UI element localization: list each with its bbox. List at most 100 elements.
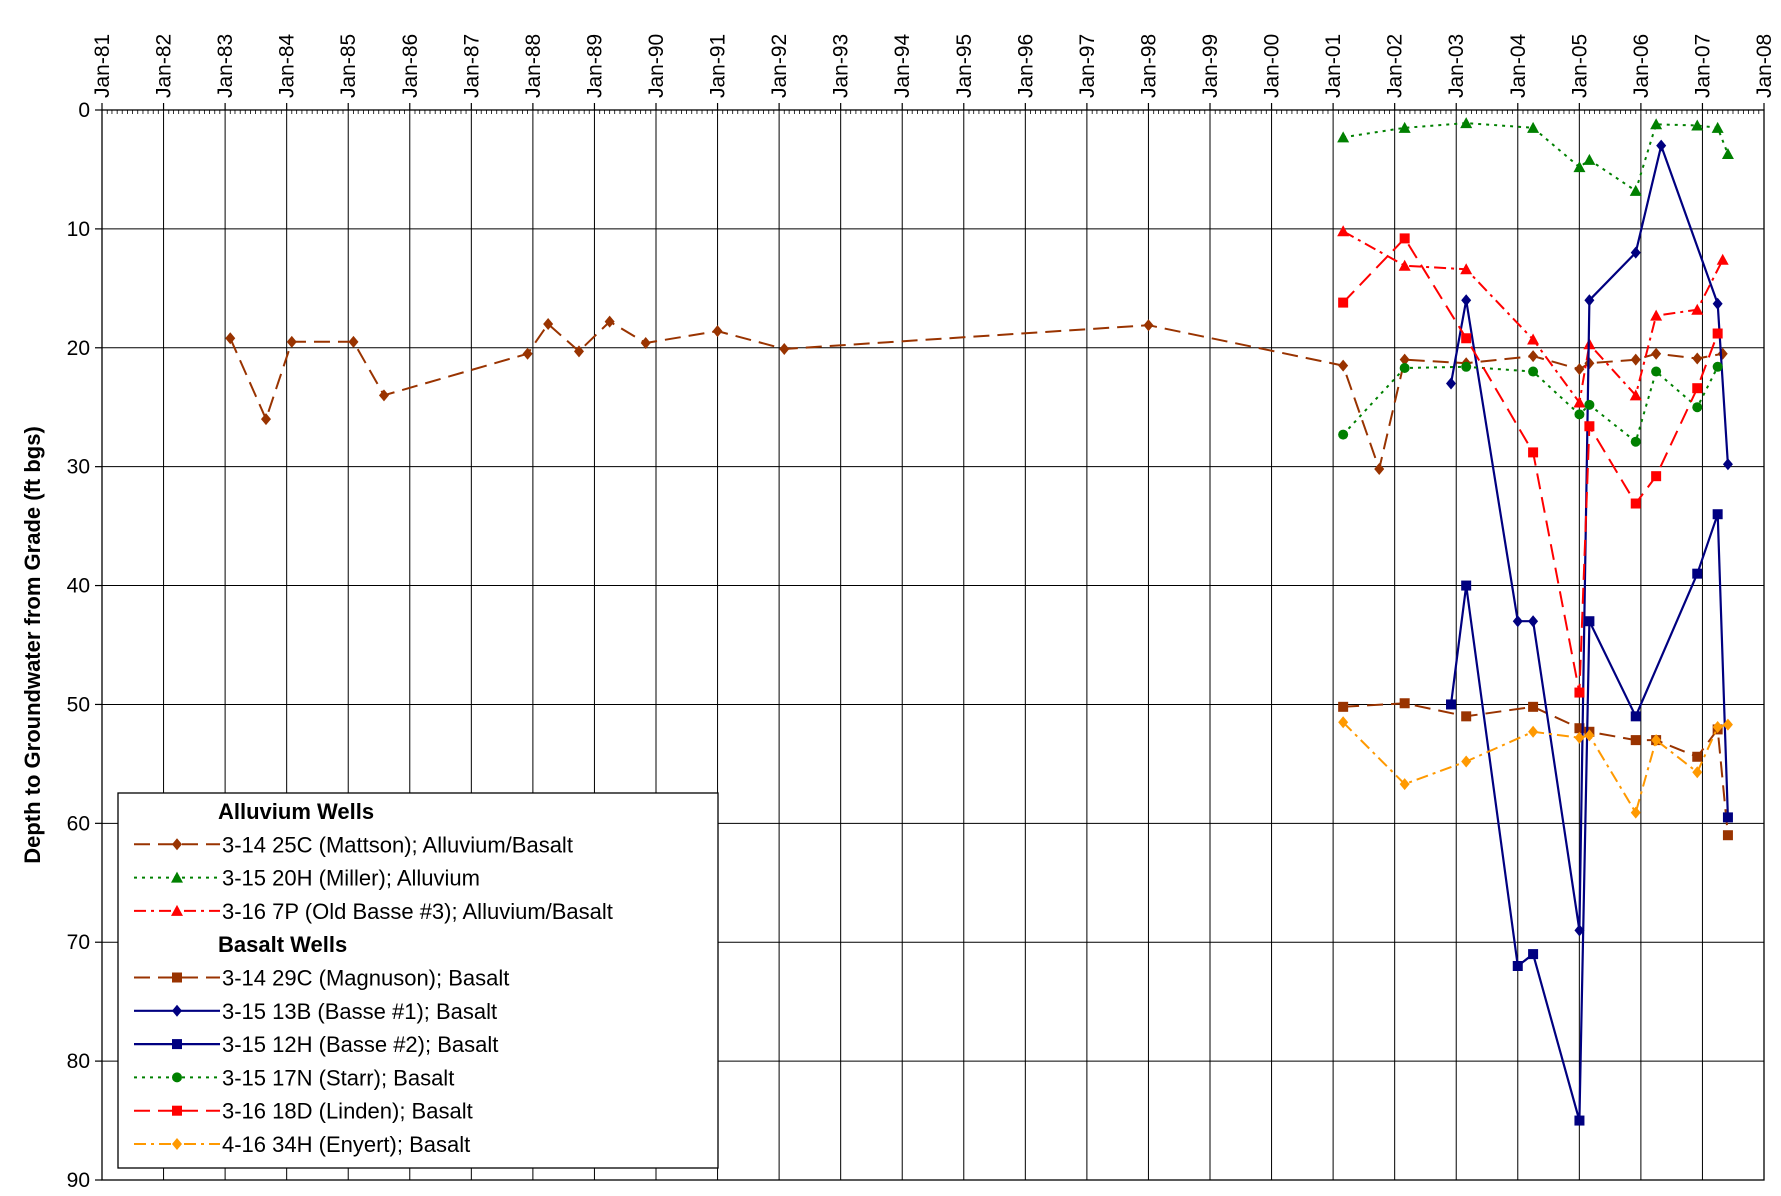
legend-box: [117, 792, 719, 1169]
data-point: [1651, 734, 1662, 747]
plot-frame: [101, 109, 1765, 1181]
y-tick-label: 10: [67, 218, 90, 241]
data-point: [260, 413, 271, 426]
data-point: [1461, 361, 1472, 372]
x-tick-label: Jan-03: [1445, 34, 1468, 98]
data-point: [1692, 568, 1703, 579]
x-tick-label: Jan-07: [1691, 34, 1714, 98]
y-axis-title: Depth to Groundwater from Grade (ft bgs): [20, 426, 45, 864]
legend: Alluvium Wells 3-14 25C (Mattson); Alluvi…: [117, 792, 719, 1169]
data-point: [1573, 161, 1586, 173]
data-point: [1338, 359, 1349, 372]
legend-entry-label: 3-15 17N (Starr); Basalt: [222, 1065, 454, 1090]
series-line: [1449, 513, 1729, 1122]
data-point: [1398, 259, 1411, 271]
data-series: [225, 117, 1734, 1126]
x-tick-label: Jan-00: [1261, 34, 1284, 98]
x-tick-label: Jan-99: [1199, 34, 1222, 98]
data-point: [1143, 319, 1154, 332]
data-point: [1656, 139, 1667, 152]
legend-marker: [172, 1138, 182, 1150]
legend-entry-label: 3-15 12H (Basse #2); Basalt: [222, 1032, 498, 1057]
x-tick-label: Jan-83: [214, 34, 237, 98]
data-point: [1399, 698, 1410, 709]
x-tick-label: Jan-90: [645, 34, 668, 98]
x-tick-label: Jan-87: [460, 34, 483, 98]
data-point: [1374, 463, 1385, 476]
y-tick-label: 50: [67, 693, 90, 716]
x-tick-label: Jan-98: [1137, 34, 1160, 98]
data-point: [1630, 436, 1641, 447]
data-point: [1712, 361, 1723, 372]
data-point: [225, 332, 236, 345]
legend-entry-label: 3-15 20H (Miller); Alluvium: [222, 866, 480, 891]
data-point: [1691, 119, 1704, 131]
data-point: [1651, 471, 1662, 482]
x-tick-label: Jan-91: [707, 34, 730, 98]
data-point: [1691, 303, 1704, 315]
data-point: [1399, 362, 1410, 373]
series-line: [1342, 237, 1719, 694]
legend-group-heading: Alluvium Wells: [218, 799, 374, 824]
legend-swatch: [134, 838, 220, 851]
data-point: [1398, 121, 1411, 133]
data-point: [1630, 246, 1641, 259]
data-point: [1337, 225, 1350, 237]
data-point: [1630, 353, 1641, 366]
series-line: [1342, 230, 1724, 404]
data-point: [1692, 402, 1703, 413]
data-point: [1399, 233, 1410, 244]
data-point: [1629, 389, 1642, 401]
data-point: [1721, 147, 1734, 159]
axes: Jan-81 Jan-82 Jan-83 Jan-84 Jan-85 Jan-86 Jan-…: [20, 33, 1776, 1192]
data-point: [1716, 253, 1729, 265]
legend-swatch: [134, 1072, 220, 1083]
y-tick-label: 80: [67, 1050, 90, 1073]
data-point: [1650, 118, 1663, 130]
data-point: [1584, 399, 1595, 410]
y-tick-label: 90: [67, 1169, 90, 1192]
data-point: [1461, 711, 1472, 722]
y-tick-label: 30: [67, 456, 90, 479]
data-point: [1460, 117, 1473, 129]
x-tick-label: Jan-93: [830, 34, 853, 98]
series-0: [225, 315, 1728, 476]
y-tick-label: 40: [67, 575, 90, 598]
legend-entry-label: 3-14 29C (Magnuson); Basalt: [222, 966, 509, 991]
data-point: [1528, 949, 1539, 960]
data-point: [1712, 297, 1723, 310]
data-point: [1528, 447, 1539, 458]
data-point: [1584, 294, 1595, 307]
data-point: [1528, 615, 1539, 628]
y-tick-label: 70: [67, 931, 90, 954]
legend-swatch: [134, 1138, 220, 1150]
x-tick-label: Jan-94: [891, 33, 914, 98]
data-point: [1650, 309, 1663, 321]
data-point: [1574, 924, 1585, 937]
data-point: [1629, 184, 1642, 196]
data-point: [1711, 121, 1724, 133]
x-tick-label: Jan-84: [276, 33, 299, 98]
data-point: [1338, 716, 1349, 729]
legend-marker: [172, 1072, 182, 1083]
data-point: [640, 337, 651, 350]
x-tick-label: Jan-04: [1507, 33, 1530, 98]
x-tick-label: Jan-81: [91, 34, 114, 98]
legend-marker: [172, 972, 182, 983]
series-5: [1446, 509, 1733, 1126]
data-point: [779, 342, 790, 355]
data-point: [1399, 778, 1410, 791]
legend-marker: [171, 904, 183, 916]
data-point: [1399, 353, 1410, 366]
x-tick-label: Jan-89: [583, 34, 606, 98]
data-point: [1461, 755, 1472, 768]
data-point: [543, 318, 554, 330]
data-point: [1722, 718, 1733, 731]
legend-marker: [172, 1004, 182, 1017]
x-tick-label: Jan-08: [1753, 34, 1776, 98]
data-point: [348, 335, 359, 348]
x-tick-label: Jan-06: [1630, 34, 1653, 98]
data-point: [1651, 347, 1662, 360]
data-point: [1460, 263, 1473, 275]
